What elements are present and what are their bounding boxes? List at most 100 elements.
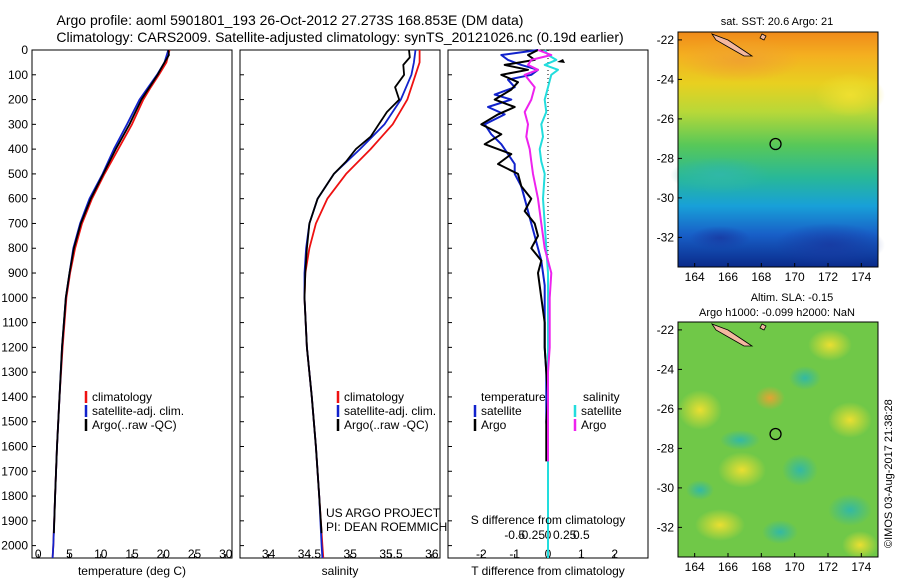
map-lon-label: 166 bbox=[718, 560, 738, 574]
temperature-x-tick-label: 0 bbox=[35, 547, 42, 561]
legend-label-argo: Argo(..raw -QC) bbox=[92, 418, 177, 432]
temperature-x-tick-label: 10 bbox=[94, 547, 108, 561]
sla-low-patch bbox=[686, 480, 714, 500]
map-lat-label: -24 bbox=[657, 362, 675, 376]
map-lon-label: 164 bbox=[685, 560, 705, 574]
depth-tick-label: 1400 bbox=[1, 390, 28, 404]
sla-map-axes: -22 -24 -26 -28 -30 -32 164 166 168 170 172 174 bbox=[657, 323, 872, 574]
depth-tick-label: 1300 bbox=[1, 365, 28, 379]
s-diff-tick-label: 0.5 bbox=[573, 528, 590, 542]
t-diff-x-tick-label: -2 bbox=[476, 547, 487, 561]
new-caledonia-land bbox=[710, 33, 754, 57]
project-name: US ARGO PROJECT bbox=[326, 506, 441, 520]
island-land bbox=[759, 323, 767, 331]
sst-map-frame bbox=[677, 31, 879, 268]
salinity-profile-series-satellite bbox=[303, 49, 417, 559]
depth-tick-label: 1800 bbox=[1, 489, 28, 503]
sla-high-patch bbox=[842, 531, 878, 559]
map-lat-label: -32 bbox=[657, 520, 675, 534]
sst-warm-patch bbox=[680, 38, 800, 82]
depth-tick-label: 1600 bbox=[1, 439, 28, 453]
sla-high-patch bbox=[718, 452, 766, 488]
salinity-x-tick-label: 35.5 bbox=[379, 547, 403, 561]
depth-tick-label: 1100 bbox=[2, 316, 28, 330]
temperature-profile-series-climatology bbox=[51, 49, 171, 559]
sst-map bbox=[670, 31, 885, 268]
salinity-x-tick-label: 34.5 bbox=[298, 547, 322, 561]
island-land bbox=[759, 33, 767, 41]
sst-warm-patch bbox=[815, 73, 885, 117]
figure-title-line2: Climatology: CARS2009. Satellite-adjuste… bbox=[56, 29, 623, 45]
map-lon-label: 170 bbox=[785, 270, 805, 284]
sla-low-patch bbox=[762, 520, 798, 544]
t-diff-x-tick-label: 2 bbox=[611, 547, 618, 561]
temperature-x-tick-label: 20 bbox=[157, 547, 171, 561]
temperature-profile-series-argo bbox=[53, 49, 170, 534]
salinity-x-tick-label: 35 bbox=[344, 547, 358, 561]
sla-map-title: Altim. SLA: -0.15 bbox=[751, 292, 834, 304]
legend-label-sal-satellite: satellite bbox=[581, 404, 622, 418]
s-diff-tick-label: 0.25 bbox=[553, 528, 577, 542]
depth-tick-label: 1700 bbox=[1, 464, 28, 478]
temperature-x-tick-label: 15 bbox=[125, 547, 139, 561]
sla-map-subtitle: Argo h1000: -0.099 h2000: NaN bbox=[699, 307, 855, 319]
sla-high-patch bbox=[808, 329, 852, 361]
figure-title-line1: Argo profile: aoml 5901801_193 26-Oct-20… bbox=[57, 12, 524, 28]
temperature-x-tick-label: 25 bbox=[188, 547, 202, 561]
map-lon-label: 172 bbox=[818, 270, 838, 284]
legend-label-argo: Argo(..raw -QC) bbox=[344, 418, 429, 432]
sla-high-patch bbox=[678, 390, 722, 430]
depth-tick-label: 300 bbox=[8, 117, 28, 131]
sla-map bbox=[677, 321, 879, 559]
salinity-legend: climatology satellite-adj. clim. Argo(..… bbox=[336, 390, 436, 432]
sla-low-patch bbox=[828, 494, 872, 526]
difference-profile-series-temperature-satellite bbox=[483, 49, 549, 558]
legend-label-climatology: climatology bbox=[92, 390, 152, 404]
difference-legend: temperature salinity satellite Argo sate… bbox=[473, 390, 622, 432]
legend-label-sal-argo: Argo bbox=[581, 418, 607, 432]
depth-tick-label: 1500 bbox=[1, 415, 28, 429]
legend-label-climatology: climatology bbox=[344, 390, 404, 404]
t-difference-axis-label: T difference from climatology bbox=[471, 564, 625, 578]
depth-tick-label: 900 bbox=[8, 266, 28, 280]
sla-low-patch bbox=[789, 366, 821, 390]
map-lat-label: -24 bbox=[657, 72, 675, 86]
depth-axis: 0 100 200 300 400 500 600 700 800 900 1000 1100 1200… bbox=[1, 43, 452, 553]
new-caledonia-land bbox=[710, 323, 754, 347]
project-pi: PI: DEAN ROEMMICH bbox=[326, 520, 447, 534]
map-lat-label: -30 bbox=[657, 481, 675, 495]
depth-tick-label: 400 bbox=[8, 142, 28, 156]
map-lon-label: 166 bbox=[718, 270, 738, 284]
temperature-panel-frame bbox=[31, 49, 233, 559]
s-diff-tick-label: -0.5 bbox=[504, 528, 525, 542]
map-lon-label: 168 bbox=[751, 270, 771, 284]
map-lon-label: 172 bbox=[818, 560, 838, 574]
sst-map-axes: -22 -24 -26 -28 -30 -32 164 166 168 170 172 174 bbox=[657, 33, 872, 284]
temperature-legend: climatology satellite-adj. clim. Argo(..… bbox=[84, 390, 184, 432]
depth-tick-label: 800 bbox=[8, 241, 28, 255]
salinity-x-tick-label: 36 bbox=[425, 547, 439, 561]
temperature-plot: 0 5 10 15 20 25 30 bbox=[35, 49, 233, 561]
depth-tick-label: 1000 bbox=[1, 291, 28, 305]
depth-tick-label: 500 bbox=[8, 167, 28, 181]
depth-tick-label: 200 bbox=[8, 93, 28, 107]
difference-profile-series-temperature-argo bbox=[480, 49, 549, 462]
map-lat-label: -28 bbox=[657, 441, 675, 455]
map-lat-label: -26 bbox=[657, 402, 675, 416]
sst-cold-patch bbox=[775, 223, 885, 267]
map-lat-label: -22 bbox=[657, 323, 675, 337]
map-lon-label: 170 bbox=[785, 560, 805, 574]
s-diff-tick-label: -0.25 bbox=[518, 528, 546, 542]
surface-marker bbox=[557, 59, 565, 63]
map-lat-label: -32 bbox=[657, 230, 675, 244]
legend-head-salinity: salinity bbox=[583, 390, 620, 404]
depth-tick-label: 1900 bbox=[1, 514, 28, 528]
sla-low-patch bbox=[782, 454, 818, 486]
sla-high-patch bbox=[755, 386, 785, 410]
legend-head-temperature: temperature bbox=[481, 390, 546, 404]
sla-high-patch bbox=[828, 402, 872, 438]
float-position-marker bbox=[769, 137, 782, 151]
map-lon-label: 168 bbox=[751, 560, 771, 574]
temperature-profile-series-satellite bbox=[51, 49, 170, 559]
depth-tick-label: 1200 bbox=[1, 340, 28, 354]
